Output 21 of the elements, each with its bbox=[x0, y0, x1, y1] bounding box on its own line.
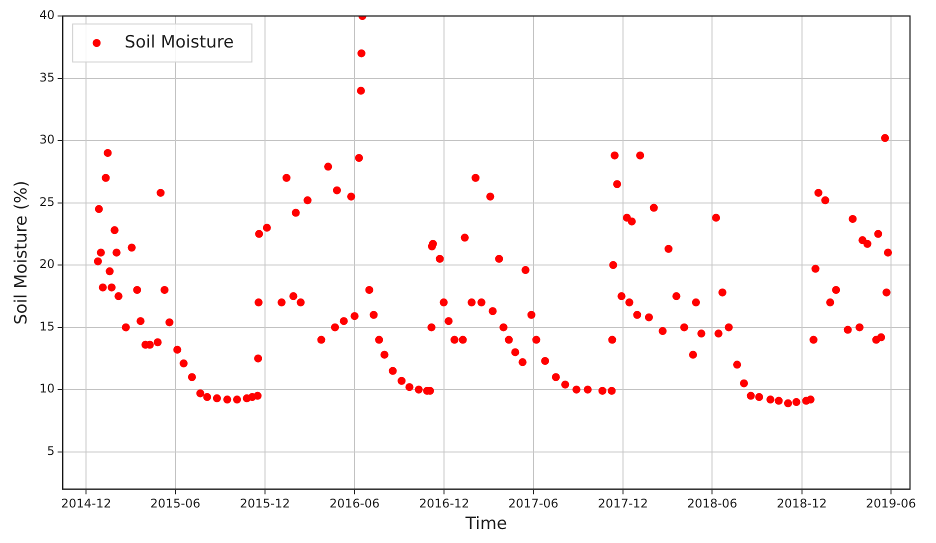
x-tick-label: 2018-12 bbox=[776, 496, 827, 511]
y-tick-label: 35 bbox=[39, 70, 55, 84]
x-axis-title: Time bbox=[464, 514, 508, 534]
y-tick-label: 40 bbox=[39, 8, 55, 22]
y-axis-title: Soil Moisture (%) bbox=[12, 180, 32, 325]
x-tick-label: 2016-12 bbox=[419, 496, 470, 511]
x-tick-label: 2017-12 bbox=[598, 496, 648, 511]
x-tick-label: 2015-12 bbox=[240, 496, 290, 511]
y-tick-label: 25 bbox=[39, 194, 55, 209]
legend-label: Soil Moisture bbox=[124, 32, 234, 52]
x-tick-label: 2018-06 bbox=[687, 496, 738, 511]
x-tick-label: 2019-06 bbox=[866, 496, 916, 511]
y-tick-label: 20 bbox=[39, 257, 55, 272]
y-tick-label: 10 bbox=[39, 382, 55, 396]
y-tick-label: 5 bbox=[47, 444, 55, 458]
y-tick-label: 30 bbox=[39, 132, 55, 147]
x-tick-label: 2017-06 bbox=[508, 496, 558, 511]
y-tick-label: 15 bbox=[39, 319, 55, 334]
x-tick-label: 2014-12 bbox=[61, 496, 112, 511]
x-tick-label: 2016-06 bbox=[330, 496, 380, 511]
x-tick-label: 2015-06 bbox=[150, 496, 200, 511]
